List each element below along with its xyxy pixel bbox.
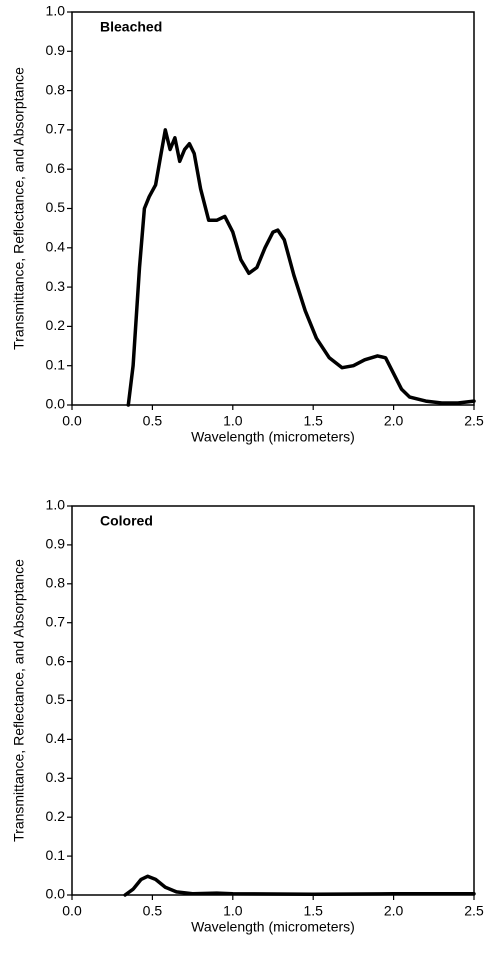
- x-tick-label: 2.5: [464, 903, 484, 919]
- y-tick-label: 0.9: [46, 42, 66, 58]
- y-tick-label: 0.8: [46, 575, 66, 591]
- y-tick-label: 0.6: [46, 652, 66, 668]
- x-tick-label: 2.0: [384, 903, 404, 919]
- x-tick-label: 0.0: [62, 903, 82, 919]
- data-line: [123, 874, 476, 897]
- x-axis-label: Wavelength (micrometers): [191, 919, 355, 935]
- y-tick-label: 0.7: [46, 613, 66, 629]
- y-tick-label: 0.1: [46, 356, 66, 372]
- y-tick-label: 0.7: [46, 121, 66, 137]
- plot-frame: [71, 505, 475, 896]
- y-tick-label: 0.3: [46, 769, 66, 785]
- y-tick-label: 0.2: [46, 808, 66, 824]
- x-tick-label: 2.0: [384, 413, 404, 429]
- x-tick-label: 1.5: [303, 413, 323, 429]
- plot-frame: [71, 11, 475, 406]
- y-tick-label: 0.5: [46, 691, 66, 707]
- y-tick-label: 0.8: [46, 81, 66, 97]
- x-tick-label: 0.5: [143, 413, 163, 429]
- y-tick-label: 0.9: [46, 536, 66, 552]
- x-axis-label: Wavelength (micrometers): [191, 429, 355, 445]
- y-tick-label: 0.2: [46, 317, 66, 333]
- y-tick-label: 0.0: [46, 396, 66, 412]
- annotation: Bleached: [100, 19, 162, 35]
- y-axis-label: Transmittance, Reflectance, and Absorpta…: [11, 67, 27, 350]
- y-tick-label: 0.1: [46, 847, 66, 863]
- y-axis-label: Transmittance, Reflectance, and Absorpta…: [11, 559, 27, 842]
- y-tick-label: 0.6: [46, 160, 66, 176]
- x-tick-label: 0.5: [143, 903, 163, 919]
- y-tick-label: 0.4: [46, 730, 66, 746]
- y-tick-label: 0.0: [46, 886, 66, 902]
- x-tick-label: 1.0: [223, 413, 243, 429]
- y-tick-label: 1.0: [46, 3, 66, 19]
- y-tick-label: 0.4: [46, 239, 66, 255]
- annotation: Colored: [100, 513, 153, 529]
- y-tick-label: 1.0: [46, 497, 66, 513]
- y-tick-label: 0.3: [46, 278, 66, 294]
- x-tick-label: 1.0: [223, 903, 243, 919]
- x-tick-label: 0.0: [62, 413, 82, 429]
- x-tick-label: 1.5: [303, 903, 323, 919]
- y-tick-label: 0.5: [46, 199, 66, 215]
- x-tick-label: 2.5: [464, 413, 484, 429]
- data-line: [126, 128, 476, 407]
